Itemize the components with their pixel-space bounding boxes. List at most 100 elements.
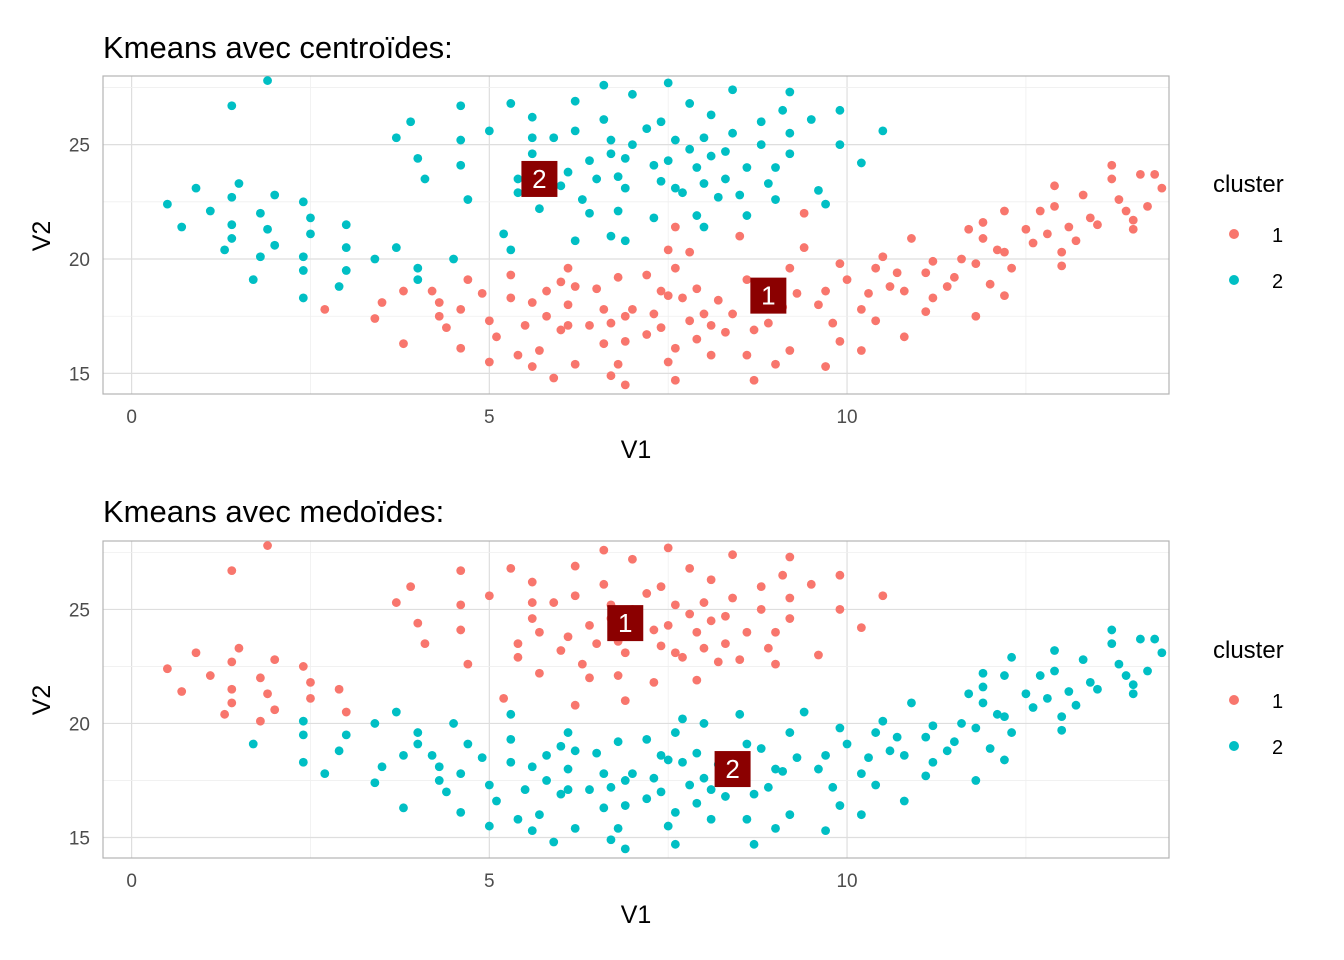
data-point-cluster-2 (785, 87, 795, 97)
data-point-cluster-2 (699, 222, 709, 232)
data-point-cluster-1 (1064, 222, 1074, 232)
data-point-cluster-2 (699, 719, 709, 728)
data-point-cluster-2 (928, 757, 938, 767)
data-point-cluster-2 (542, 776, 551, 785)
data-point-cluster-1 (527, 362, 537, 371)
data-point-cluster-2 (899, 750, 909, 760)
data-point-cluster-1 (628, 304, 637, 314)
data-point-cluster-2 (735, 190, 745, 200)
data-point-cluster-1 (663, 245, 673, 255)
data-point-cluster-1 (205, 671, 215, 680)
data-point-cluster-2 (907, 698, 916, 708)
data-point-cluster-1 (513, 652, 523, 662)
legend: cluster 1 2 (1213, 637, 1284, 759)
data-point-cluster-1 (527, 598, 537, 607)
data-point-cluster-1 (656, 286, 666, 296)
data-point-cluster-2 (592, 748, 602, 758)
data-point-cluster-2 (771, 764, 780, 774)
axis-ticks: 0 5 10 15 20 25 (69, 600, 858, 892)
data-point-cluster-1 (735, 655, 745, 664)
data-point-cluster-2 (771, 163, 780, 172)
data-point-cluster-1 (1000, 206, 1009, 216)
data-point-cluster-2 (413, 263, 423, 273)
data-point-cluster-2 (685, 99, 695, 108)
data-point-cluster-2 (585, 208, 594, 218)
data-point-cluster-2 (613, 737, 623, 747)
data-point-cluster-2 (570, 96, 580, 106)
data-point-cluster-1 (663, 543, 673, 553)
data-point-cluster-1 (785, 614, 795, 623)
data-point-cluster-2 (670, 728, 680, 737)
data-point-cluster-1 (563, 320, 573, 330)
data-point-cluster-1 (1121, 206, 1131, 216)
data-point-cluster-2 (1093, 684, 1102, 694)
data-point-cluster-1 (1143, 202, 1152, 211)
data-point-cluster-1 (535, 627, 544, 637)
center-label-1: 1 (618, 608, 632, 638)
data-point-cluster-1 (420, 639, 430, 649)
data-point-cluster-1 (563, 632, 573, 642)
data-point-cluster-2 (463, 739, 473, 749)
data-point-cluster-1 (871, 316, 881, 326)
data-point-cluster-2 (620, 153, 630, 163)
data-point-cluster-1 (699, 643, 709, 653)
data-point-cluster-2 (620, 236, 630, 246)
data-point-cluster-1 (620, 648, 630, 658)
data-point-cluster-2 (456, 160, 466, 170)
data-point-cluster-2 (785, 810, 795, 820)
data-point-cluster-2 (334, 746, 344, 756)
legend-key-2 (1229, 741, 1239, 751)
data-point-cluster-2 (413, 739, 423, 749)
data-point-cluster-1 (878, 591, 888, 601)
data-point-cluster-2 (606, 231, 616, 241)
data-point-cluster-1 (856, 623, 866, 633)
x-axis-title: V1 (621, 901, 652, 929)
data-point-cluster-1 (1021, 224, 1031, 234)
data-point-cluster-2 (570, 823, 580, 833)
data-point-cluster-2 (434, 776, 444, 785)
data-point-cluster-1 (577, 659, 587, 669)
data-point-cluster-1 (821, 362, 830, 371)
data-point-cluster-1 (520, 320, 530, 330)
data-point-cluster-1 (585, 673, 594, 683)
data-point-cluster-2 (678, 757, 687, 767)
data-point-cluster-2 (255, 208, 265, 218)
data-point-cluster-1 (749, 325, 759, 335)
data-point-cluster-2 (814, 185, 823, 195)
data-point-cluster-1 (649, 625, 659, 635)
data-point-cluster-2 (513, 174, 523, 184)
data-point-cluster-1 (399, 286, 408, 296)
data-point-cluster-1 (742, 350, 752, 360)
data-point-cluster-2 (685, 144, 695, 154)
data-point-cluster-2 (298, 197, 308, 207)
data-point-cluster-2 (749, 839, 759, 849)
data-point-cluster-1 (649, 309, 659, 319)
data-point-cluster-1 (227, 657, 237, 667)
data-point-cluster-2 (585, 785, 594, 794)
data-point-cluster-2 (835, 105, 845, 115)
data-point-cluster-2 (878, 716, 888, 726)
data-point-cluster-1 (835, 336, 845, 346)
data-point-cluster-2 (1064, 687, 1074, 696)
y-tick-label: 25 (69, 136, 90, 157)
data-point-cluster-2 (549, 133, 559, 143)
data-point-cluster-2 (549, 837, 559, 847)
data-point-cluster-2 (628, 769, 637, 779)
data-point-cluster-2 (821, 750, 830, 760)
data-point-cluster-2 (613, 206, 623, 216)
data-point-cluster-2 (456, 135, 466, 145)
data-point-cluster-2 (377, 762, 387, 772)
data-point-cluster-2 (1057, 712, 1067, 722)
data-point-cluster-2 (685, 780, 695, 790)
data-point-cluster-1 (1050, 202, 1059, 211)
data-point-cluster-1 (1150, 169, 1160, 179)
data-point-cluster-2 (670, 807, 680, 817)
data-point-cluster-1 (885, 282, 895, 291)
data-point-cluster-1 (728, 550, 737, 560)
data-point-cluster-1 (785, 593, 795, 603)
data-point-cluster-2 (506, 757, 516, 767)
data-point-cluster-2 (570, 746, 580, 756)
data-point-cluster-1 (763, 643, 773, 653)
data-point-cluster-1 (713, 295, 723, 305)
